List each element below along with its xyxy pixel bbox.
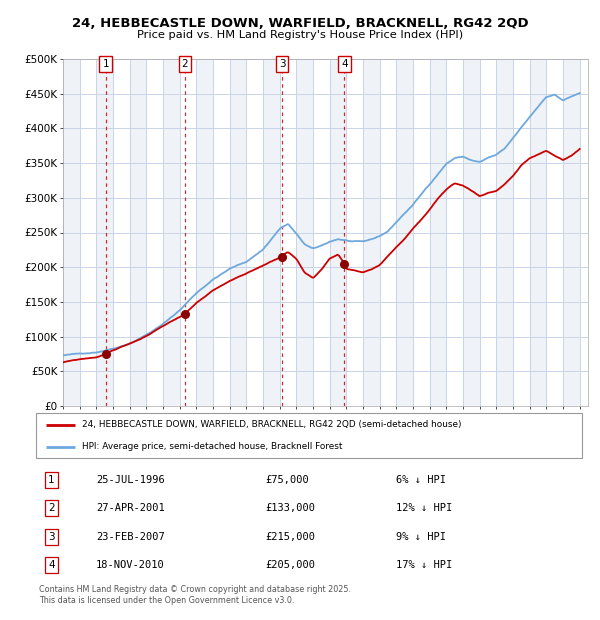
Text: £205,000: £205,000 xyxy=(265,560,316,570)
Bar xyxy=(97,59,113,406)
Text: 4: 4 xyxy=(341,59,347,69)
Text: 23-FEB-2007: 23-FEB-2007 xyxy=(96,532,165,542)
Bar xyxy=(130,59,146,406)
Bar xyxy=(530,59,547,406)
Text: £75,000: £75,000 xyxy=(265,475,309,485)
Text: 6% ↓ HPI: 6% ↓ HPI xyxy=(397,475,446,485)
Text: 27-APR-2001: 27-APR-2001 xyxy=(96,503,165,513)
Bar xyxy=(363,59,380,406)
Text: 1: 1 xyxy=(103,59,109,69)
Text: 12% ↓ HPI: 12% ↓ HPI xyxy=(397,503,452,513)
Text: 9% ↓ HPI: 9% ↓ HPI xyxy=(397,532,446,542)
Bar xyxy=(563,59,580,406)
Text: 17% ↓ HPI: 17% ↓ HPI xyxy=(397,560,452,570)
Text: 4: 4 xyxy=(48,560,55,570)
Text: 3: 3 xyxy=(48,532,55,542)
Bar xyxy=(463,59,479,406)
Text: 18-NOV-2010: 18-NOV-2010 xyxy=(96,560,165,570)
Bar xyxy=(163,59,179,406)
Text: Price paid vs. HM Land Registry's House Price Index (HPI): Price paid vs. HM Land Registry's House … xyxy=(137,30,463,40)
Text: 2: 2 xyxy=(48,503,55,513)
Bar xyxy=(496,59,513,406)
Bar xyxy=(63,59,80,406)
Text: This data is licensed under the Open Government Licence v3.0.: This data is licensed under the Open Gov… xyxy=(39,596,295,606)
Bar xyxy=(196,59,213,406)
Bar xyxy=(430,59,446,406)
Text: 2: 2 xyxy=(182,59,188,69)
Bar xyxy=(329,59,346,406)
Text: 1: 1 xyxy=(48,475,55,485)
Bar xyxy=(296,59,313,406)
Text: £215,000: £215,000 xyxy=(265,532,316,542)
Text: 24, HEBBECASTLE DOWN, WARFIELD, BRACKNELL, RG42 2QD: 24, HEBBECASTLE DOWN, WARFIELD, BRACKNEL… xyxy=(71,17,529,30)
Text: £133,000: £133,000 xyxy=(265,503,316,513)
Bar xyxy=(397,59,413,406)
Text: 3: 3 xyxy=(278,59,286,69)
Bar xyxy=(263,59,280,406)
Text: 24, HEBBECASTLE DOWN, WARFIELD, BRACKNELL, RG42 2QD (semi-detached house): 24, HEBBECASTLE DOWN, WARFIELD, BRACKNEL… xyxy=(82,420,461,429)
Text: Contains HM Land Registry data © Crown copyright and database right 2025.: Contains HM Land Registry data © Crown c… xyxy=(39,585,351,594)
Bar xyxy=(230,59,247,406)
Text: 25-JUL-1996: 25-JUL-1996 xyxy=(96,475,165,485)
Text: HPI: Average price, semi-detached house, Bracknell Forest: HPI: Average price, semi-detached house,… xyxy=(82,442,343,451)
